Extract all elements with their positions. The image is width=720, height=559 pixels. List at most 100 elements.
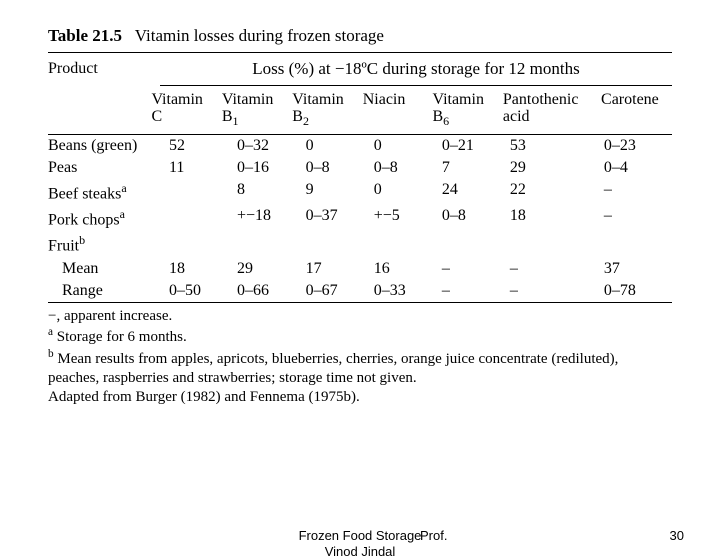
- col-vitb1: Vitamin B1: [222, 86, 292, 134]
- table-caption: Table 21.5 Vitamin losses during frozen …: [48, 26, 672, 46]
- cell-value: [169, 179, 237, 205]
- col-vitb1-l1: Vitamin: [222, 91, 273, 108]
- rule-bottom: [48, 302, 672, 303]
- footer-prof: Prof.: [420, 528, 447, 543]
- cell-value: 16: [374, 258, 442, 280]
- cell-product-sup: b: [79, 233, 85, 247]
- cell-product: Beans (green): [48, 135, 169, 157]
- cell-value: 0: [374, 179, 442, 205]
- note-source: Adapted from Burger (1982) and Fennema (…: [48, 388, 672, 407]
- col-niacin-l1: Niacin: [363, 91, 406, 108]
- cell-value: 0–37: [306, 205, 374, 231]
- table-row: Pork chopsa+−180–37+−50–818–: [48, 205, 672, 231]
- cell-value: 0–78: [604, 280, 672, 302]
- cell-value: –: [604, 205, 672, 231]
- col-carotene-l1: Carotene: [601, 91, 659, 108]
- page: Table 21.5 Vitamin losses during frozen …: [0, 0, 720, 540]
- note-b-text: Mean results from apples, apricots, blue…: [48, 351, 618, 386]
- col-panto: Pantothenic acid: [503, 86, 601, 134]
- footer-page-number: 30: [670, 528, 684, 543]
- col-carotene: Carotene: [601, 86, 672, 134]
- table-row: Fruitb: [48, 231, 672, 257]
- table-row: Beef steaksa 8902422–: [48, 179, 672, 205]
- col-vitb1-sub: 1: [233, 114, 239, 128]
- cell-product-sup: a: [120, 207, 125, 221]
- table-row: Range0–500–660–670–33––0–78: [48, 280, 672, 302]
- cell-value: 8: [237, 179, 306, 205]
- vitamin-loss-table-cols: Vitamin C Vitamin B1 Vitamin B2 Niacin V…: [48, 86, 672, 134]
- col-panto-l2: acid: [503, 108, 530, 125]
- cell-value: 11: [169, 157, 237, 179]
- cell-value: +−18: [237, 205, 306, 231]
- cell-value: [169, 231, 237, 257]
- footer-center: Frozen Food Storage Vinod Jindal: [299, 528, 422, 559]
- vitamin-loss-table-body: Beans (green)520–32000–21530–23Peas110–1…: [48, 135, 672, 302]
- cell-value: 7: [442, 157, 510, 179]
- cell-value: 0–8: [374, 157, 442, 179]
- col-vitb6-l2: B: [432, 108, 443, 125]
- cell-value: 9: [306, 179, 374, 205]
- cell-value: 0–23: [604, 135, 672, 157]
- cell-value: [442, 231, 510, 257]
- cell-value: 0–8: [306, 157, 374, 179]
- cell-value: 22: [510, 179, 604, 205]
- cell-value: 0–66: [237, 280, 306, 302]
- cell-value: [237, 231, 306, 257]
- cell-value: 0–67: [306, 280, 374, 302]
- col-vitc-l1: Vitamin: [151, 91, 202, 108]
- cell-value: 18: [169, 258, 237, 280]
- cell-product: Mean: [48, 258, 169, 280]
- col-vitc: Vitamin C: [151, 86, 221, 134]
- cell-value: –: [604, 179, 672, 205]
- cell-value: 29: [237, 258, 306, 280]
- cell-value: 0–4: [604, 157, 672, 179]
- cell-value: –: [510, 258, 604, 280]
- col-vitb2: Vitamin B2: [292, 86, 362, 134]
- cell-product-sup: a: [121, 181, 126, 195]
- cell-value: 17: [306, 258, 374, 280]
- col-vitb1-l2: B: [222, 108, 233, 125]
- col-vitb6-sub: 6: [443, 114, 449, 128]
- table-row: Mean18291716––37: [48, 258, 672, 280]
- col-vitb2-sub: 2: [303, 114, 309, 128]
- cell-value: 24: [442, 179, 510, 205]
- cell-product: Beef steaksa: [48, 179, 169, 205]
- cell-value: 0–50: [169, 280, 237, 302]
- cell-value: [604, 231, 672, 257]
- cell-value: 0–8: [442, 205, 510, 231]
- cell-value: –: [510, 280, 604, 302]
- table-row: Beans (green)520–32000–21530–23: [48, 135, 672, 157]
- footer-author: Vinod Jindal: [325, 544, 396, 559]
- cell-value: –: [442, 258, 510, 280]
- header-row-2: Vitamin C Vitamin B1 Vitamin B2 Niacin V…: [48, 86, 672, 134]
- cell-value: [510, 231, 604, 257]
- cell-value: [374, 231, 442, 257]
- col-vitb6-l1: Vitamin: [432, 91, 483, 108]
- cell-value: 53: [510, 135, 604, 157]
- cell-value: –: [442, 280, 510, 302]
- cell-value: 0–16: [237, 157, 306, 179]
- col-vitb2-l2: B: [292, 108, 303, 125]
- note-a: a Storage for 6 months.: [48, 325, 672, 347]
- table-row: Peas110–160–80–87290–4: [48, 157, 672, 179]
- cell-value: 0–21: [442, 135, 510, 157]
- cell-value: 52: [169, 135, 237, 157]
- note-dash: −, apparent increase.: [48, 307, 672, 326]
- caption-label: Table 21.5: [48, 26, 122, 45]
- col-product-spacer: [48, 86, 151, 134]
- cell-value: 18: [510, 205, 604, 231]
- cell-product: Fruitb: [48, 231, 169, 257]
- cell-value: 29: [510, 157, 604, 179]
- col-vitb6: Vitamin B6: [432, 86, 502, 134]
- cell-product: Peas: [48, 157, 169, 179]
- cell-value: 37: [604, 258, 672, 280]
- note-b: b Mean results from apples, apricots, bl…: [48, 347, 672, 388]
- caption-title: Vitamin losses during frozen storage: [135, 26, 384, 45]
- cell-value: 0: [374, 135, 442, 157]
- cell-value: [306, 231, 374, 257]
- header-row-1: Product Loss (%) at −18ºC during storage…: [48, 53, 672, 85]
- cell-value: 0–33: [374, 280, 442, 302]
- table-notes: −, apparent increase. a Storage for 6 mo…: [48, 307, 672, 407]
- cell-value: [169, 205, 237, 231]
- col-niacin: Niacin: [363, 86, 433, 134]
